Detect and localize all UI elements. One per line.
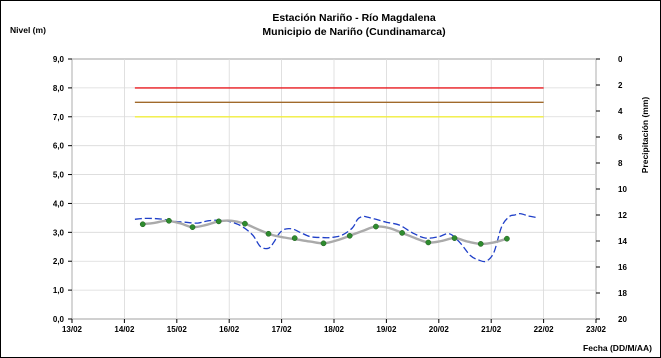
y-right-axis-title: Precipitación (mm) [640, 97, 650, 174]
series-layer [134, 212, 539, 263]
y-left-tick-label: 3,0 [53, 228, 65, 237]
y-right-tick-label: 20 [618, 315, 627, 324]
y-right-tick-label: 14 [618, 237, 627, 246]
y-left-tick-label: 7,0 [53, 113, 65, 122]
level-data-point [189, 224, 196, 230]
level-data-point [242, 220, 248, 227]
level-data-point [320, 240, 327, 247]
y-left-tick-label: 9,0 [53, 55, 65, 64]
level-data-point [477, 241, 484, 247]
chart-title-line2: Municipio de Nariño (Cundinamarca) [262, 26, 445, 38]
level-series-dashed-line [134, 212, 539, 263]
y-left-tick-label: 5,0 [53, 171, 65, 180]
x-tick-label: 20/02 [429, 325, 450, 334]
level-data-point [399, 230, 405, 236]
y-left-tick-label: 6,0 [53, 142, 65, 151]
y-right-tick-label: 0 [618, 55, 623, 64]
y-right-tick-label: 8 [618, 159, 623, 168]
y-right-tick-label: 16 [618, 263, 627, 272]
x-tick-label: 15/02 [167, 325, 188, 334]
x-tick-label: 19/02 [376, 325, 397, 334]
level-data-point [346, 232, 353, 239]
level-data-point [139, 221, 146, 228]
y-left-tick-label: 8,0 [53, 84, 65, 93]
x-tick-label: 14/02 [114, 325, 135, 334]
y-left-tick-label: 0,0 [53, 315, 65, 324]
x-tick-label: 23/02 [586, 325, 607, 334]
y-right-tick-label: 10 [618, 185, 627, 194]
y-left-tick-label: 2,0 [53, 257, 65, 266]
y-left-tick-label: 4,0 [53, 199, 65, 208]
chart-title-line1: Estación Nariño - Río Magdalena [272, 12, 436, 24]
y-right-tick-label: 18 [618, 289, 627, 298]
x-tick-label: 13/02 [62, 325, 83, 334]
y-right-tick-label: 4 [618, 107, 623, 116]
y-left-axis-title: Nivel (m) [10, 25, 46, 35]
y-right-tick-label: 6 [618, 133, 623, 142]
level-data-point [215, 218, 222, 225]
y-left-tick-label: 1,0 [53, 286, 65, 295]
level-data-point [166, 217, 172, 224]
x-tick-label: 18/02 [324, 325, 345, 334]
y-right-tick-label: 2 [618, 81, 623, 90]
axes-layer: 0,0 1,0 2,0 3,0 4,0 5,0 6,0 7,0 8,0 9,0 0 2 4 6 8 10 12 1… [53, 55, 628, 334]
x-tick-label: 21/02 [481, 325, 502, 334]
y-right-tick-label: 12 [618, 211, 627, 220]
level-data-point [451, 235, 458, 241]
level-data-point [504, 235, 510, 242]
x-tick-label: 17/02 [272, 325, 293, 334]
x-axis-title: Fecha (DD/M/AA) [583, 343, 652, 353]
x-tick-label: 16/02 [219, 325, 240, 334]
x-tick-label: 22/02 [534, 325, 555, 334]
threshold-lines [134, 87, 544, 118]
level-data-point [373, 223, 379, 230]
level-data-point [265, 230, 272, 237]
level-data-point [425, 239, 432, 246]
level-data-point [291, 235, 298, 241]
